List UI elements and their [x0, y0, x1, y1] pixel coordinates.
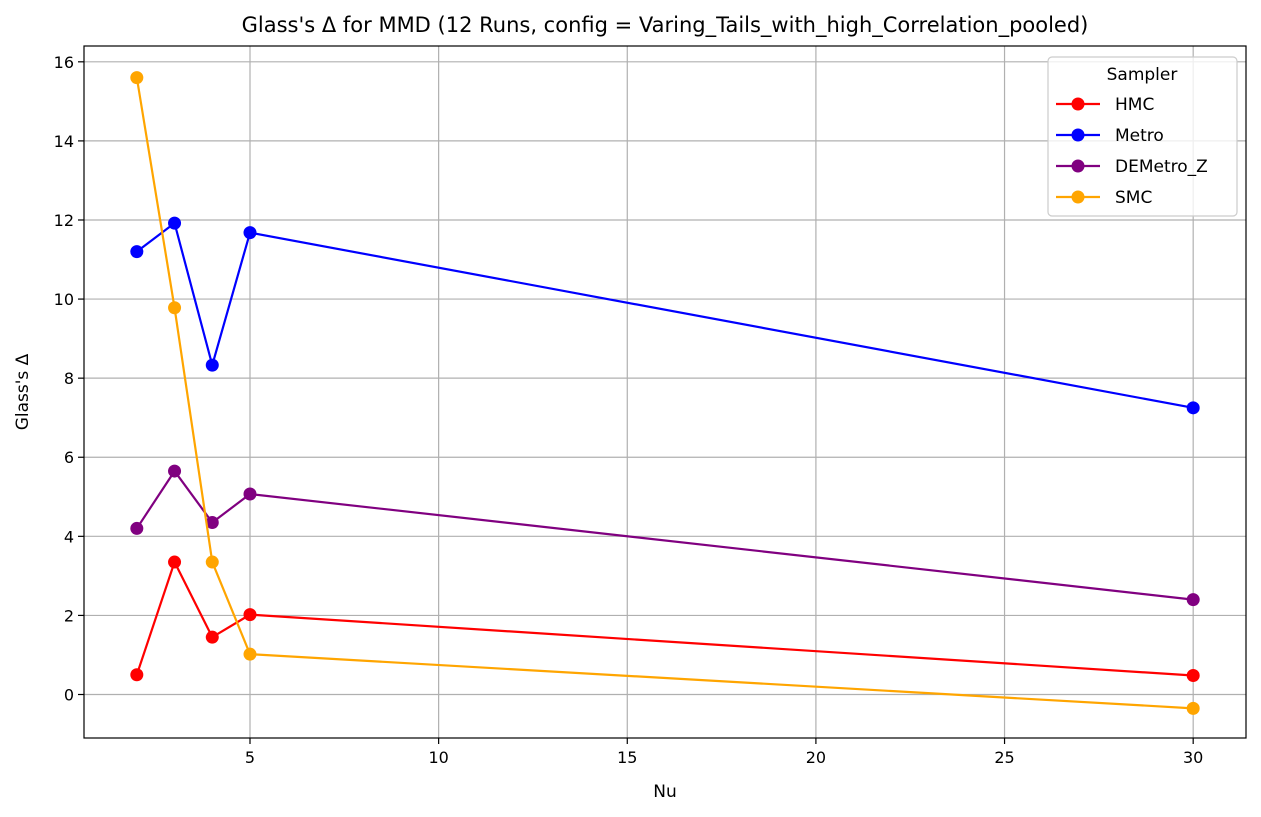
y-tick-label: 12: [54, 211, 74, 230]
data-point: [130, 71, 144, 85]
legend-entry: SMC: [1056, 188, 1152, 208]
y-tick-label: 10: [54, 290, 74, 309]
y-tick-label: 14: [54, 132, 74, 151]
series-line: [136, 222, 1194, 409]
series-layer: [130, 71, 1200, 715]
legend-marker: [1071, 97, 1085, 111]
legend-label: SMC: [1115, 188, 1152, 208]
data-point: [130, 521, 144, 535]
series-smc: [130, 71, 1200, 715]
legend-box: [1047, 56, 1238, 217]
x-tick-label: 25: [994, 748, 1014, 767]
legend-title: Sampler: [1107, 65, 1178, 85]
y-tick-label: 6: [64, 448, 74, 467]
data-point: [1186, 701, 1200, 715]
series-hmc: [130, 555, 1200, 683]
y-tick-label: 16: [54, 53, 74, 72]
series-line: [135, 77, 1194, 710]
data-point: [168, 216, 182, 230]
data-point: [130, 245, 144, 259]
data-point: [243, 647, 257, 661]
plot-frame: [83, 45, 1247, 739]
legend-label: Metro: [1115, 126, 1164, 146]
x-axis-label: Nu: [653, 782, 677, 802]
data-point: [168, 555, 182, 569]
data-point: [1186, 401, 1200, 415]
x-tick-label: 5: [245, 748, 255, 767]
legend-entry: DEMetro_Z: [1056, 157, 1208, 177]
y-tick-label: 8: [64, 369, 74, 388]
x-tick-label: 10: [428, 748, 448, 767]
y-tick-label: 2: [64, 606, 74, 625]
y-tick-label: 4: [64, 527, 74, 546]
legend-entry: HMC: [1056, 95, 1154, 115]
x-tick-label: 30: [1183, 748, 1203, 767]
legend-entries: HMC Metro DEMetro_Z SMC: [1056, 95, 1208, 208]
legend-label: HMC: [1115, 95, 1154, 115]
data-point: [205, 358, 219, 372]
legend-marker: [1071, 128, 1085, 142]
data-point: [205, 555, 219, 569]
data-point: [168, 301, 182, 315]
legend-marker: [1071, 190, 1085, 204]
legend: Sampler HMC Metro DEMetro_Z SMC: [1047, 56, 1238, 217]
data-point: [168, 464, 182, 478]
y-tick-label: 0: [64, 686, 74, 705]
axis-ticks: 5 10 15 20 25 30 0 2 4 6 8 10 12 14 16: [54, 53, 1204, 767]
chart-title: Glass's Δ for MMD (12 Runs, config = Var…: [242, 13, 1089, 38]
series-demetro-z: [130, 464, 1200, 607]
x-tick-label: 15: [617, 748, 637, 767]
series-metro: [130, 216, 1200, 415]
data-point: [130, 668, 144, 682]
series-line: [135, 560, 1194, 677]
data-point: [243, 608, 257, 622]
data-point: [1186, 669, 1200, 683]
data-point: [243, 487, 257, 501]
legend-entry: Metro: [1056, 126, 1164, 146]
x-tick-label: 20: [806, 748, 826, 767]
data-point: [205, 630, 219, 644]
data-point: [243, 226, 257, 240]
y-axis-label: Glass's Δ: [13, 353, 33, 430]
data-point: [205, 515, 219, 529]
series-line: [135, 469, 1194, 601]
legend-marker: [1071, 159, 1085, 173]
data-point: [1186, 593, 1200, 607]
legend-label: DEMetro_Z: [1115, 157, 1208, 177]
